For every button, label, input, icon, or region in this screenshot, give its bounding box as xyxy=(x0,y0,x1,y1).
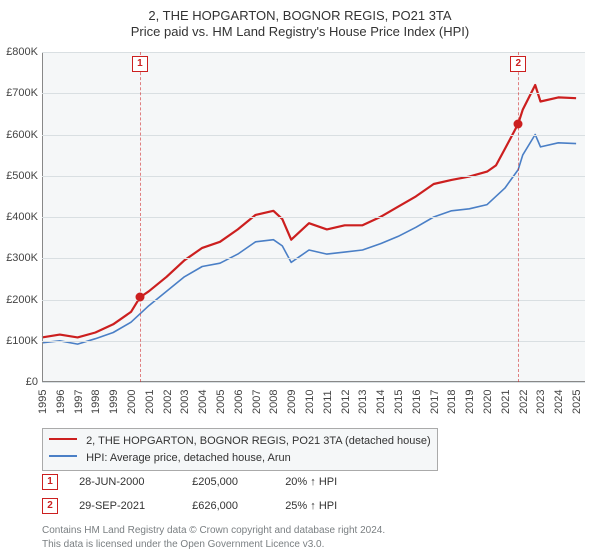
sale-date-2: 29-SEP-2021 xyxy=(79,500,189,512)
x-tick-label: 2023 xyxy=(535,394,547,414)
sale-price-2: £626,000 xyxy=(192,500,282,512)
sale-date-1: 28-JUN-2000 xyxy=(79,476,189,488)
sale-marker-line xyxy=(518,52,519,382)
x-tick-label: 1996 xyxy=(55,394,67,414)
y-gridline xyxy=(42,258,585,259)
x-tick-label: 2001 xyxy=(144,394,156,414)
y-tick-label: £400K xyxy=(0,211,38,223)
y-gridline xyxy=(42,93,585,94)
x-tick-label: 2010 xyxy=(304,394,316,414)
x-tick-label: 2014 xyxy=(375,394,387,414)
x-tick-label: 2011 xyxy=(322,394,334,414)
footer-line2: This data is licensed under the Open Gov… xyxy=(42,538,585,552)
x-tick-label: 2000 xyxy=(126,394,138,414)
x-tick-label: 2021 xyxy=(500,394,512,414)
x-tick-label: 2003 xyxy=(179,394,191,414)
sale-row-1: 1 28-JUN-2000 £205,000 20% ↑ HPI xyxy=(42,474,585,490)
sale-marker-2: 2 xyxy=(42,498,58,514)
legend-label-hpi: HPI: Average price, detached house, Arun xyxy=(86,452,291,464)
x-tick-label: 2017 xyxy=(429,394,441,414)
sale-vshpi-1: 20% ↑ HPI xyxy=(285,476,375,488)
x-tick-label: 2013 xyxy=(357,394,369,414)
chart-area: £0£100K£200K£300K£400K£500K£600K£700K£80… xyxy=(42,52,585,382)
x-tick-label: 2022 xyxy=(518,394,530,414)
legend-box: 2, THE HOPGARTON, BOGNOR REGIS, PO21 3TA… xyxy=(42,428,438,471)
title-line2: Price paid vs. HM Land Registry's House … xyxy=(0,24,600,39)
y-gridline xyxy=(42,176,585,177)
x-tick-label: 2016 xyxy=(411,394,423,414)
footer-block: Contains HM Land Registry data © Crown c… xyxy=(42,524,585,552)
sale-marker-line xyxy=(140,52,141,382)
x-tick-label: 1998 xyxy=(90,394,102,414)
legend-swatch-hpi xyxy=(49,455,77,457)
y-tick-label: £100K xyxy=(0,335,38,347)
y-tick-label: £500K xyxy=(0,170,38,182)
y-gridline xyxy=(42,341,585,342)
y-tick-label: £0 xyxy=(0,376,38,388)
x-tick-label: 2009 xyxy=(286,394,298,414)
sale-price-1: £205,000 xyxy=(192,476,282,488)
y-gridline xyxy=(42,52,585,53)
x-tick-label: 2018 xyxy=(446,394,458,414)
x-tick-label: 2006 xyxy=(233,394,245,414)
sale-marker-1: 1 xyxy=(42,474,58,490)
y-gridline xyxy=(42,300,585,301)
x-tick-label: 2005 xyxy=(215,394,227,414)
x-tick-label: 2015 xyxy=(393,394,405,414)
x-tick-label: 2020 xyxy=(482,394,494,414)
title-line1: 2, THE HOPGARTON, BOGNOR REGIS, PO21 3TA xyxy=(0,8,600,23)
x-tick-label: 2024 xyxy=(553,394,565,414)
y-tick-label: £200K xyxy=(0,294,38,306)
legend-box-row: 2, THE HOPGARTON, BOGNOR REGIS, PO21 3TA… xyxy=(42,428,585,471)
footer-line1: Contains HM Land Registry data © Crown c… xyxy=(42,524,585,538)
sale-marker-box: 2 xyxy=(510,56,526,72)
y-tick-label: £700K xyxy=(0,87,38,99)
x-tick-label: 2012 xyxy=(340,394,352,414)
y-gridline xyxy=(42,217,585,218)
y-tick-label: £800K xyxy=(0,46,38,58)
x-tick-label: 2004 xyxy=(197,394,209,414)
y-tick-label: £300K xyxy=(0,252,38,264)
x-tick-label: 2019 xyxy=(464,394,476,414)
legend-label-property: 2, THE HOPGARTON, BOGNOR REGIS, PO21 3TA… xyxy=(86,435,431,447)
sale-vshpi-2: 25% ↑ HPI xyxy=(285,500,375,512)
x-tick-label: 2007 xyxy=(251,394,263,414)
x-tick-label: 2002 xyxy=(162,394,174,414)
x-tick-label: 2025 xyxy=(571,394,583,414)
sale-row-2: 2 29-SEP-2021 £626,000 25% ↑ HPI xyxy=(42,498,585,514)
x-tick-label: 2008 xyxy=(268,394,280,414)
y-gridline xyxy=(42,135,585,136)
sale-dot xyxy=(135,293,144,302)
legend-swatch-property xyxy=(49,438,77,440)
y-tick-label: £600K xyxy=(0,129,38,141)
x-tick-label: 1997 xyxy=(73,394,85,414)
chart-title-block: 2, THE HOPGARTON, BOGNOR REGIS, PO21 3TA… xyxy=(0,0,600,39)
y-gridline xyxy=(42,382,585,383)
sale-dot xyxy=(514,119,523,128)
x-tick-label: 1995 xyxy=(37,394,49,414)
x-tick-label: 1999 xyxy=(108,394,120,414)
sale-marker-box: 1 xyxy=(132,56,148,72)
